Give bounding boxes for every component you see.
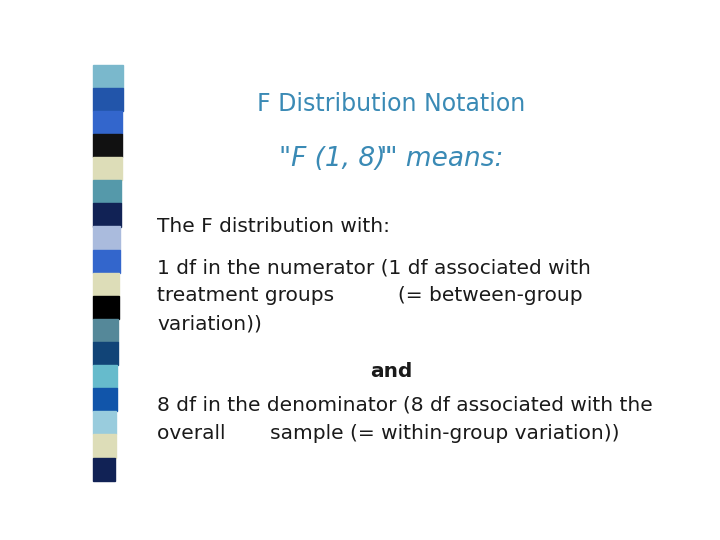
Text: ": ": [379, 146, 392, 172]
Bar: [93, 273, 119, 296]
Text: 8 df in the denominator (8 df associated with the: 8 df in the denominator (8 df associated…: [157, 395, 653, 414]
Bar: [93, 296, 119, 319]
Bar: [93, 249, 120, 273]
Bar: [93, 88, 123, 111]
Text: "F (1, 8)" means:: "F (1, 8)" means:: [279, 146, 503, 172]
Bar: [93, 204, 120, 226]
Bar: [93, 411, 116, 434]
Text: 1 df in the numerator (1 df associated with: 1 df in the numerator (1 df associated w…: [157, 258, 591, 277]
Bar: [93, 434, 116, 457]
Bar: [93, 134, 122, 157]
Bar: [93, 180, 121, 204]
Bar: [93, 226, 120, 249]
Bar: [93, 457, 115, 481]
Bar: [93, 157, 122, 180]
Text: F Distribution Notation: F Distribution Notation: [257, 92, 526, 116]
Bar: [93, 111, 122, 134]
Bar: [93, 388, 117, 411]
Text: variation)): variation)): [157, 315, 262, 334]
Bar: [93, 65, 124, 88]
Text: overall       sample (= within-group variation)): overall sample (= within-group variation…: [157, 424, 619, 443]
Bar: [93, 319, 118, 342]
Text: The F distribution with:: The F distribution with:: [157, 217, 390, 235]
Text: treatment groups          (= between-group: treatment groups (= between-group: [157, 286, 582, 306]
Bar: [93, 342, 117, 365]
Bar: [93, 365, 117, 388]
Text: and: and: [370, 362, 413, 381]
